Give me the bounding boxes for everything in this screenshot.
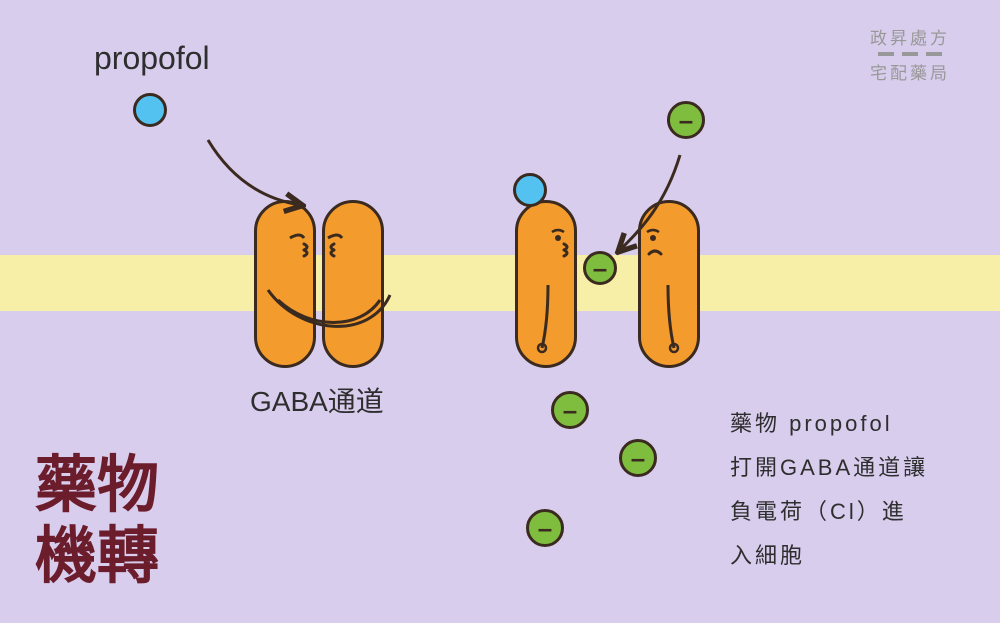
chloride-ion: – (619, 439, 657, 477)
label-propofol: propofol (94, 40, 210, 77)
dash-icon (926, 52, 942, 56)
chloride-ion: – (583, 251, 617, 285)
desc-line: 藥物 propofol (730, 402, 928, 446)
gaba-channel-open-left (515, 200, 577, 368)
chloride-ion: – (667, 101, 705, 139)
propofol-molecule-bound (513, 173, 547, 207)
diagram-title: 藥物 機轉 (35, 450, 159, 593)
chloride-ion: – (551, 391, 589, 429)
dash-icon (902, 52, 918, 56)
chloride-ion: – (526, 509, 564, 547)
gaba-channel-open-right (638, 200, 700, 368)
gaba-channel-closed-left (254, 200, 316, 368)
desc-line: 打開GABA通道讓 (730, 446, 928, 490)
diagram-canvas: – – – – – propofol GABA通道 藥物 機轉 藥物 propo… (0, 0, 1000, 623)
brand-logo: 政昇處方 宅配藥局 (870, 24, 950, 84)
propofol-molecule (133, 93, 167, 127)
desc-line: 負電荷（Cl）進 (730, 490, 928, 534)
minus-icon: – (593, 255, 607, 281)
cell-membrane (0, 255, 1000, 311)
title-line-1: 藥物 (35, 450, 159, 521)
arrow-propofol-to-channel (208, 140, 300, 205)
gaba-channel-closed-right (322, 200, 384, 368)
minus-icon: – (679, 107, 693, 133)
title-line-2: 機轉 (35, 521, 159, 592)
desc-line: 入細胞 (730, 534, 928, 578)
label-gaba-channel: GABA通道 (250, 380, 384, 420)
logo-divider (870, 52, 950, 56)
logo-line-1: 政昇處方 (870, 24, 950, 49)
minus-icon: – (563, 397, 577, 423)
description-text: 藥物 propofol 打開GABA通道讓 負電荷（Cl）進 入細胞 (730, 402, 928, 578)
minus-icon: – (631, 445, 645, 471)
logo-line-2: 宅配藥局 (870, 59, 950, 84)
dash-icon (878, 52, 894, 56)
minus-icon: – (538, 515, 552, 541)
